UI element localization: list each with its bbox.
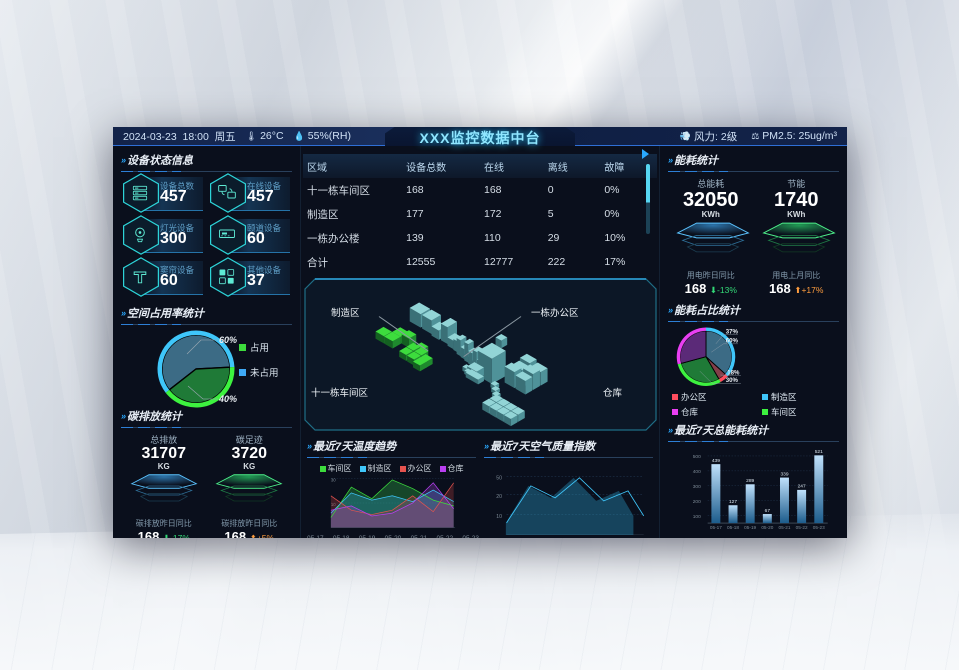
svg-text:500: 500 bbox=[693, 454, 701, 460]
svg-text:339: 339 bbox=[780, 471, 788, 477]
svg-text:05-19: 05-19 bbox=[744, 525, 756, 530]
svg-text:30: 30 bbox=[331, 477, 336, 482]
svg-text:05-18: 05-18 bbox=[727, 525, 739, 530]
svg-text:300: 300 bbox=[693, 484, 701, 490]
svg-text:60%: 60% bbox=[726, 338, 739, 345]
svg-text:10: 10 bbox=[496, 514, 502, 520]
svg-text:67: 67 bbox=[765, 508, 771, 514]
svg-text:521: 521 bbox=[815, 449, 823, 455]
svg-text:127: 127 bbox=[729, 499, 737, 505]
svg-text:18%: 18% bbox=[727, 370, 740, 377]
svg-text:20: 20 bbox=[496, 494, 502, 500]
svg-text:05-17: 05-17 bbox=[710, 525, 722, 530]
svg-text:400: 400 bbox=[693, 469, 701, 475]
svg-text:05-23: 05-23 bbox=[813, 525, 825, 530]
svg-text:289: 289 bbox=[746, 478, 754, 484]
svg-text:247: 247 bbox=[798, 484, 806, 490]
svg-text:40%: 40% bbox=[218, 394, 237, 404]
svg-text:200: 200 bbox=[693, 499, 701, 505]
svg-text:05-21: 05-21 bbox=[778, 525, 790, 530]
svg-text:05-20: 05-20 bbox=[761, 525, 773, 530]
svg-text:30%: 30% bbox=[726, 377, 739, 384]
svg-text:439: 439 bbox=[712, 458, 720, 464]
svg-text:60%: 60% bbox=[219, 335, 237, 345]
svg-text:100: 100 bbox=[693, 514, 701, 520]
svg-text:05-22: 05-22 bbox=[796, 525, 808, 530]
svg-text:50: 50 bbox=[496, 475, 502, 481]
svg-text:37%: 37% bbox=[726, 329, 739, 336]
